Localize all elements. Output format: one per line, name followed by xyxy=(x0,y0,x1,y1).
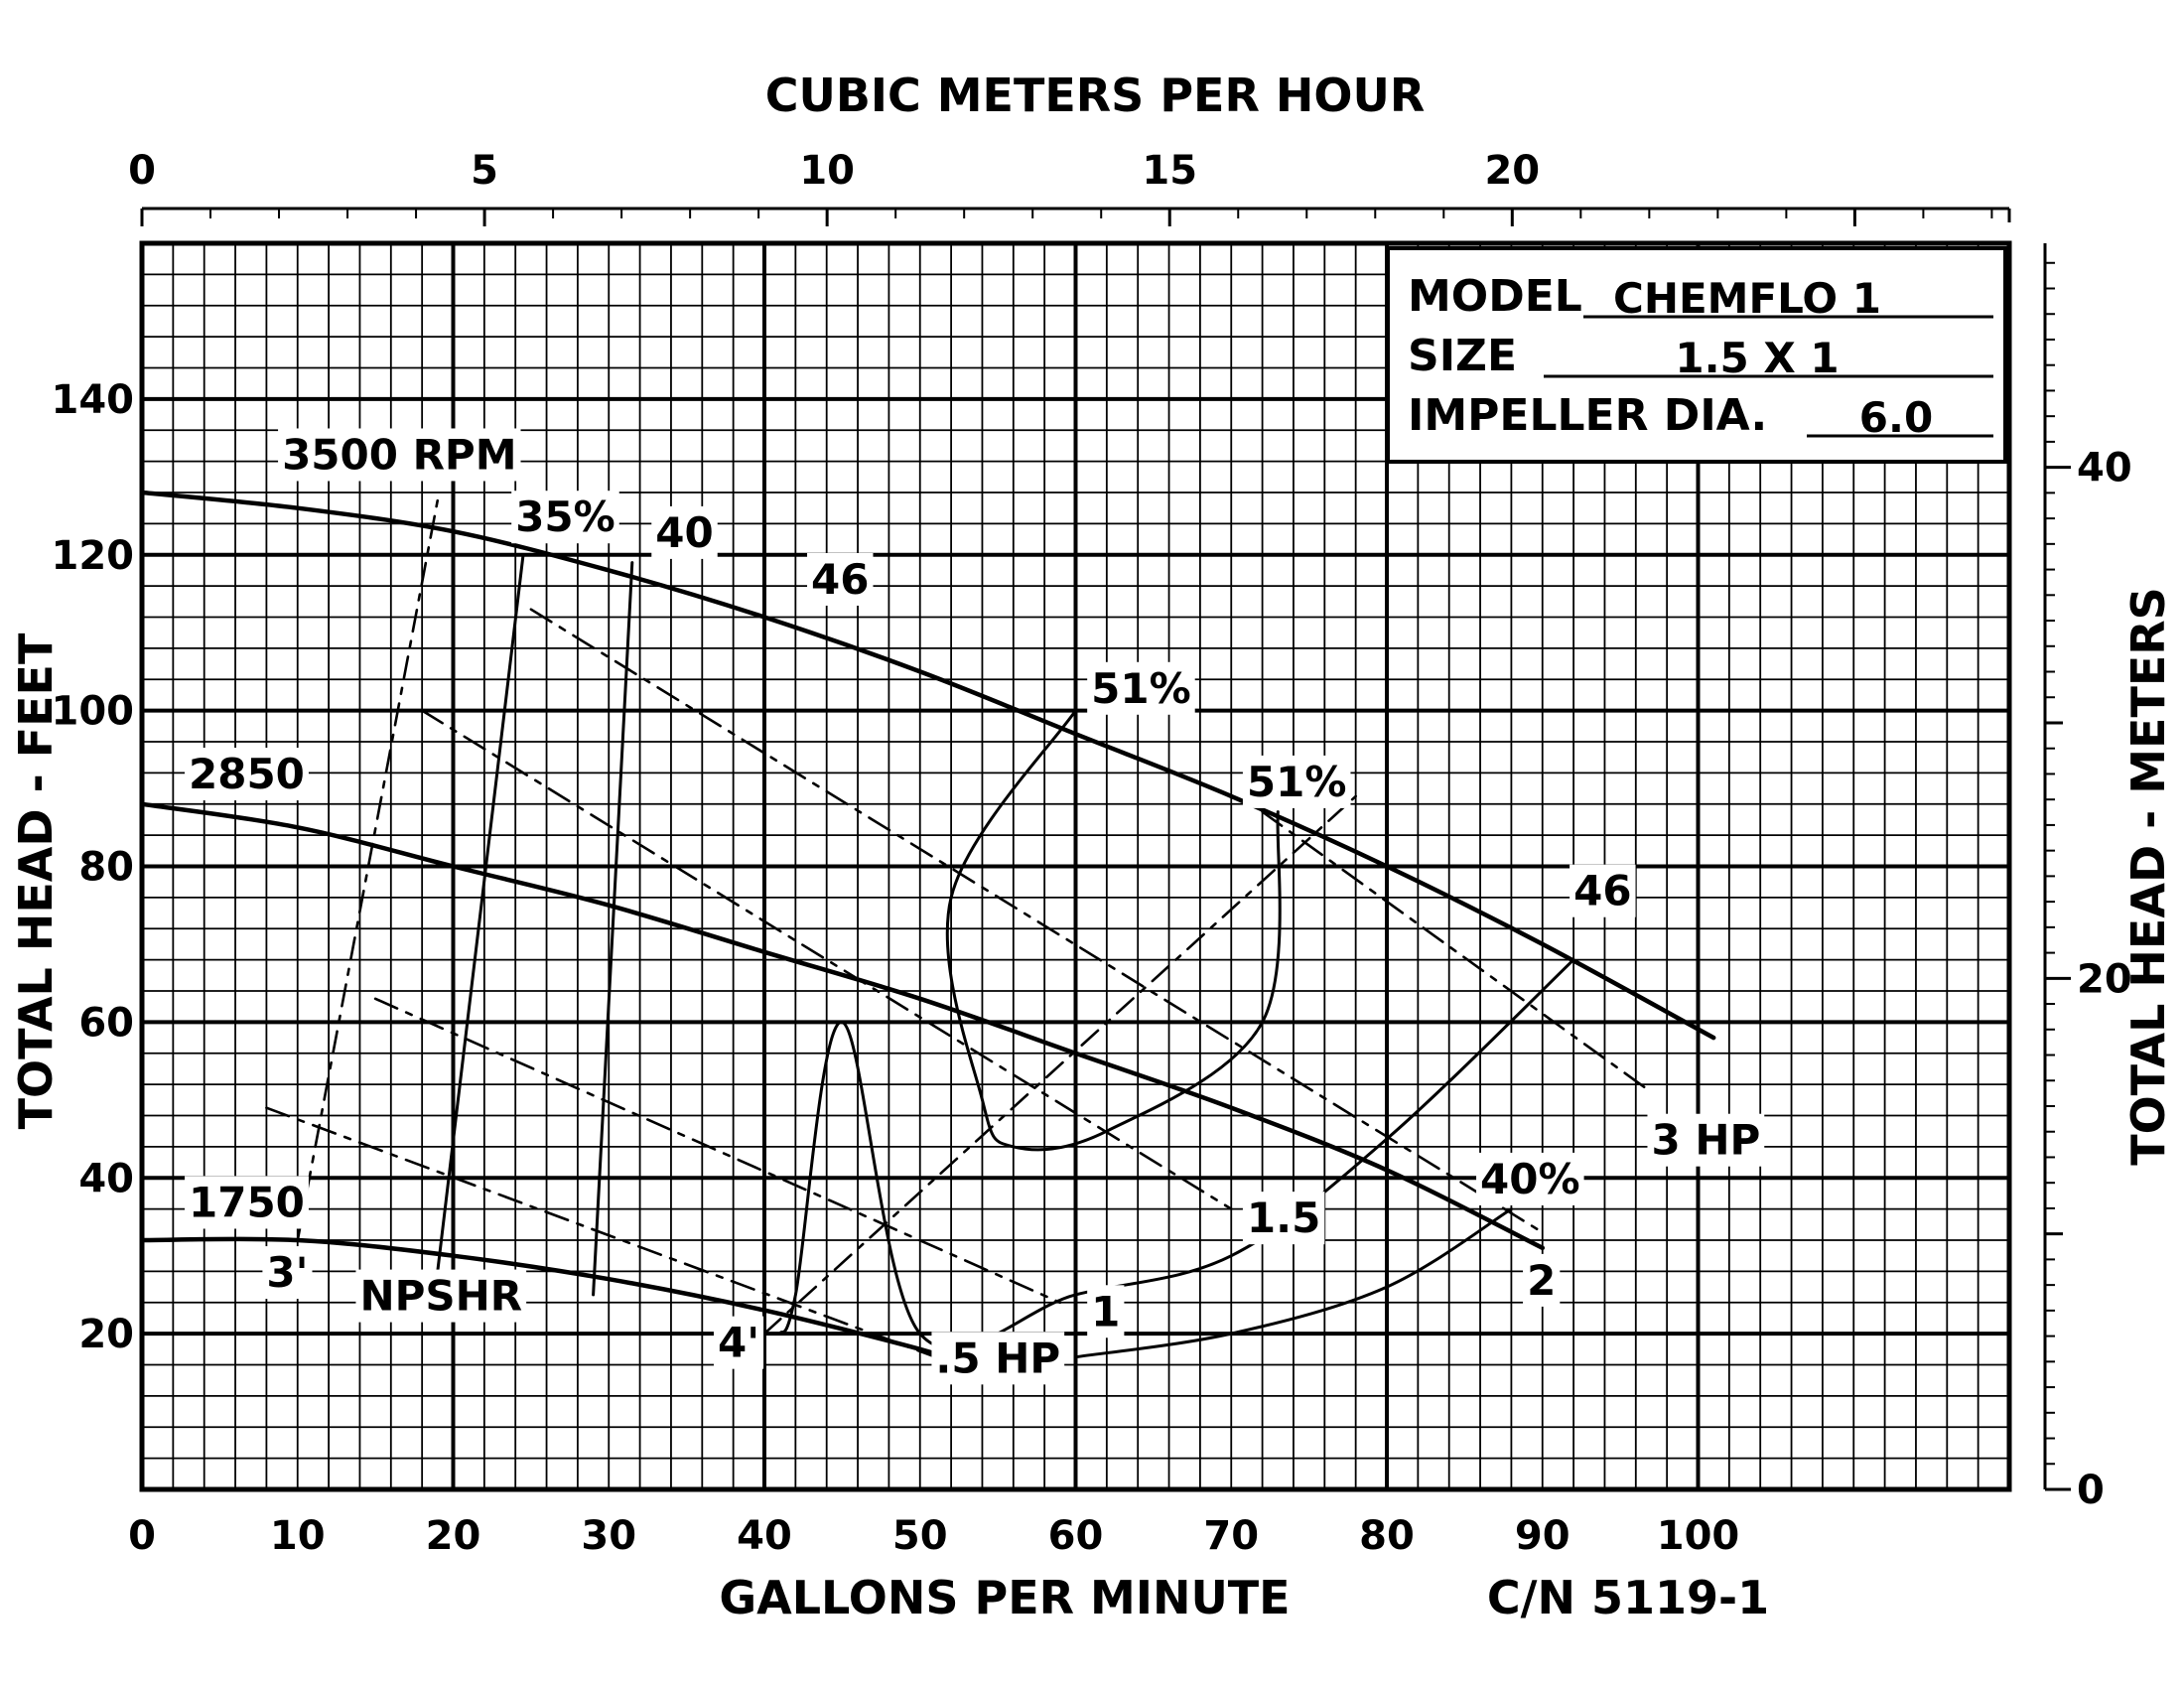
curve-label-background xyxy=(278,428,521,482)
curve-label-background xyxy=(651,505,718,559)
x-tick-label: 90 xyxy=(1515,1513,1570,1559)
x-axis-title: GALLONS PER MINUTE xyxy=(719,1571,1290,1624)
curve-label-background xyxy=(807,552,874,606)
curve-speed-1 xyxy=(139,801,1546,1251)
curve-label-0: 3500 RPM xyxy=(282,430,516,479)
curve-label-background xyxy=(1570,864,1636,917)
y2-tick-label: 0 xyxy=(2077,1468,2105,1513)
curve-power-10 xyxy=(265,1106,937,1358)
curve-label-13: 1 xyxy=(1091,1287,1120,1336)
x-tick-label: 30 xyxy=(581,1513,636,1559)
curve-npshr-9 xyxy=(762,794,1357,1336)
info-box: MODEL CHEMFLO 1 SIZE 1.5 X 1 IMPELLER DIA. 6.… xyxy=(1386,246,2007,464)
y-axis-title: TOTAL HEAD - FEET xyxy=(9,633,63,1129)
x2-tick-label: 0 xyxy=(128,148,156,194)
curve-label-17: NPSHR xyxy=(359,1272,522,1321)
size-label: SIZE xyxy=(1408,331,1517,381)
curve-label-11: 1.5 xyxy=(1247,1194,1320,1242)
curve-label-background xyxy=(185,748,309,801)
curve-label-14: .5 HP xyxy=(935,1334,1060,1382)
curve-power-12 xyxy=(420,709,1233,1210)
curve-label-2: 1750 xyxy=(189,1178,305,1226)
curve-label-7: 51% xyxy=(1247,758,1347,806)
curve-label-background xyxy=(511,491,619,544)
y-tick-label: 80 xyxy=(78,845,134,891)
curve-label-9: 40% xyxy=(1480,1155,1580,1203)
plot-frame xyxy=(139,240,2012,1492)
plot-border xyxy=(139,240,2012,1492)
curve-efficiency-4 xyxy=(592,561,634,1297)
curve-efficiency-5 xyxy=(778,958,1575,1350)
curve-label-10: 3 HP xyxy=(1651,1116,1760,1165)
x2-tick-label: 10 xyxy=(799,148,855,194)
x-tick-label: 80 xyxy=(1359,1513,1415,1559)
curve-label-16: 3' xyxy=(266,1248,308,1297)
curve-label-background xyxy=(1242,755,1351,808)
curve-label-4: 40 xyxy=(655,508,713,557)
curve-labels: 3500 RPM 2850 1750 35% 40 46 51% 51% 46 40% 3 HP 1.… xyxy=(185,428,1765,1385)
y-tick-label: 60 xyxy=(78,1000,134,1046)
curve-efficiency-6 xyxy=(945,709,1282,1152)
x-tick-label: 20 xyxy=(426,1513,481,1559)
curve-speed-0 xyxy=(139,490,1716,1041)
y2-tick-label: 40 xyxy=(2077,446,2132,492)
x-tick-label: 100 xyxy=(1657,1513,1740,1559)
y-tick-label: 140 xyxy=(52,377,135,423)
y-tick-label: 20 xyxy=(78,1312,134,1357)
curve-efficiency-3 xyxy=(436,553,525,1273)
curve-label-12: 2 xyxy=(1527,1256,1556,1305)
curve-label-background xyxy=(1476,1152,1584,1205)
y2-tick-label: 20 xyxy=(2077,956,2132,1002)
x-tick-label: 0 xyxy=(128,1513,156,1559)
curve-label-8: 46 xyxy=(1573,867,1631,915)
y-tick-label: 100 xyxy=(52,689,135,735)
curve-label-background xyxy=(931,1332,1065,1385)
impeller-label: IMPELLER DIA. xyxy=(1408,390,1767,441)
model-label: MODEL xyxy=(1408,271,1582,322)
curve-label-background xyxy=(1242,1192,1325,1245)
x-tick-label: 40 xyxy=(737,1513,792,1559)
curve-label-6: 51% xyxy=(1091,664,1191,713)
info-box-frame xyxy=(1386,246,2007,464)
curve-label-background xyxy=(185,1176,309,1229)
curve-label-background xyxy=(1087,1285,1125,1338)
curve-label-background xyxy=(1647,1113,1765,1167)
curve-label-background xyxy=(1087,661,1195,715)
x-tick-label: 10 xyxy=(270,1513,326,1559)
x2-tick-label: 5 xyxy=(471,148,498,194)
curve-label-15: 4' xyxy=(718,1319,759,1367)
y2-axis-title: TOTAL HEAD - METERS xyxy=(2121,587,2175,1166)
y-tick-label: 40 xyxy=(78,1156,134,1201)
model-value: CHEMFLO 1 xyxy=(1613,274,1881,323)
curve-power-14 xyxy=(1261,810,1653,1094)
curve-label-background xyxy=(262,1246,313,1300)
curve-power-13 xyxy=(529,608,1545,1234)
x-tick-label: 50 xyxy=(892,1513,948,1559)
y-tick-label: 120 xyxy=(52,533,135,579)
curve-label-background xyxy=(355,1269,527,1323)
size-value: 1.5 X 1 xyxy=(1675,334,1839,382)
curve-label-1: 2850 xyxy=(189,750,305,798)
curve-npshr-8 xyxy=(296,498,440,1242)
catalog-number: C/N 5119-1 xyxy=(1487,1571,1769,1624)
curve-label-3: 35% xyxy=(515,492,615,541)
curve-speed-2 xyxy=(139,1236,940,1359)
curve-label-5: 46 xyxy=(811,555,869,604)
x-tick-label: 70 xyxy=(1203,1513,1259,1559)
impeller-value: 6.0 xyxy=(1859,393,1933,442)
curve-efficiency-7 xyxy=(1074,1207,1513,1359)
x-tick-label: 60 xyxy=(1048,1513,1104,1559)
x2-tick-label: 20 xyxy=(1484,148,1540,194)
x2-axis-title: CUBIC METERS PER HOUR xyxy=(765,69,1426,122)
x2-tick-label: 15 xyxy=(1142,148,1197,194)
curve-label-background xyxy=(713,1316,764,1369)
curves xyxy=(139,490,1716,1359)
curve-label-background xyxy=(1523,1253,1561,1307)
